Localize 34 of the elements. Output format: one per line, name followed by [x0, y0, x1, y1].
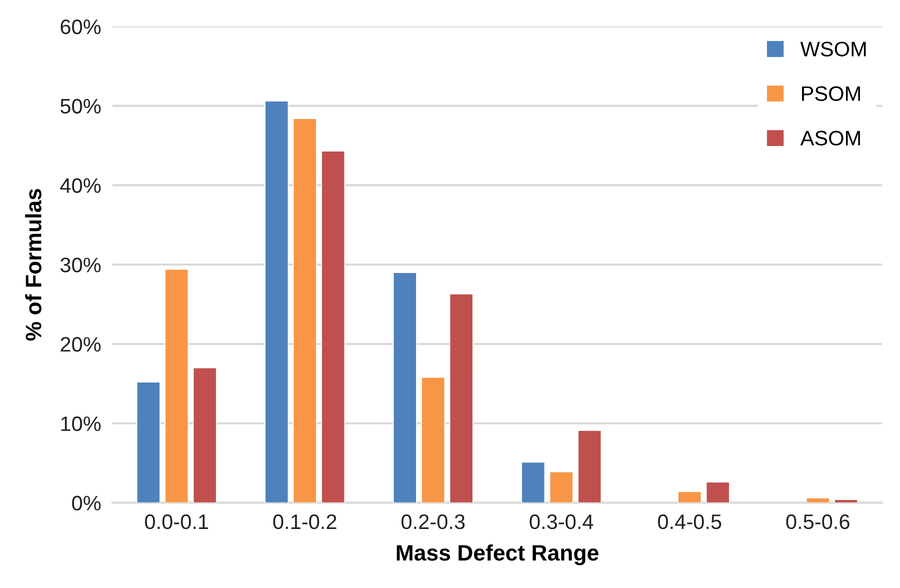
y-tick-label: 50% [60, 98, 101, 114]
bar [164, 268, 189, 503]
bar [521, 462, 546, 503]
bar [292, 118, 317, 503]
bar [678, 491, 702, 503]
bar [321, 150, 346, 503]
bar [264, 100, 289, 503]
bar [834, 499, 858, 503]
bar [578, 430, 602, 503]
x-tick-label: 0.1-0.2 [273, 514, 336, 530]
y-axis-title: % of Formulas [25, 188, 42, 341]
y-tick-label: 0% [72, 496, 101, 510]
bar [806, 498, 830, 503]
bar [706, 482, 730, 503]
legend-label: PSOM [802, 86, 860, 101]
x-tick-label: 0.4-0.5 [658, 514, 722, 530]
bar [192, 367, 217, 503]
y-tick-label: 60% [60, 19, 101, 34]
x-tick-label: 0.3-0.4 [530, 514, 594, 530]
legend-label: WSOM [800, 42, 866, 56]
y-tick-label: 40% [60, 178, 101, 193]
x-tick-label: 0.5-0.6 [786, 514, 850, 530]
bar [449, 294, 474, 503]
bar [136, 382, 160, 503]
bar [392, 272, 417, 503]
x-tick-label: 0.2-0.3 [402, 514, 465, 530]
x-tick-label: 0.0-0.1 [145, 514, 208, 530]
bar [549, 471, 574, 503]
y-tick-label: 20% [60, 336, 101, 352]
y-tick-label: 10% [61, 416, 101, 432]
bar [421, 376, 446, 503]
y-tick-label: 30% [60, 258, 101, 272]
legend-label: ASOM [800, 130, 860, 146]
x-axis-title: Mass Defect Range [396, 544, 598, 566]
